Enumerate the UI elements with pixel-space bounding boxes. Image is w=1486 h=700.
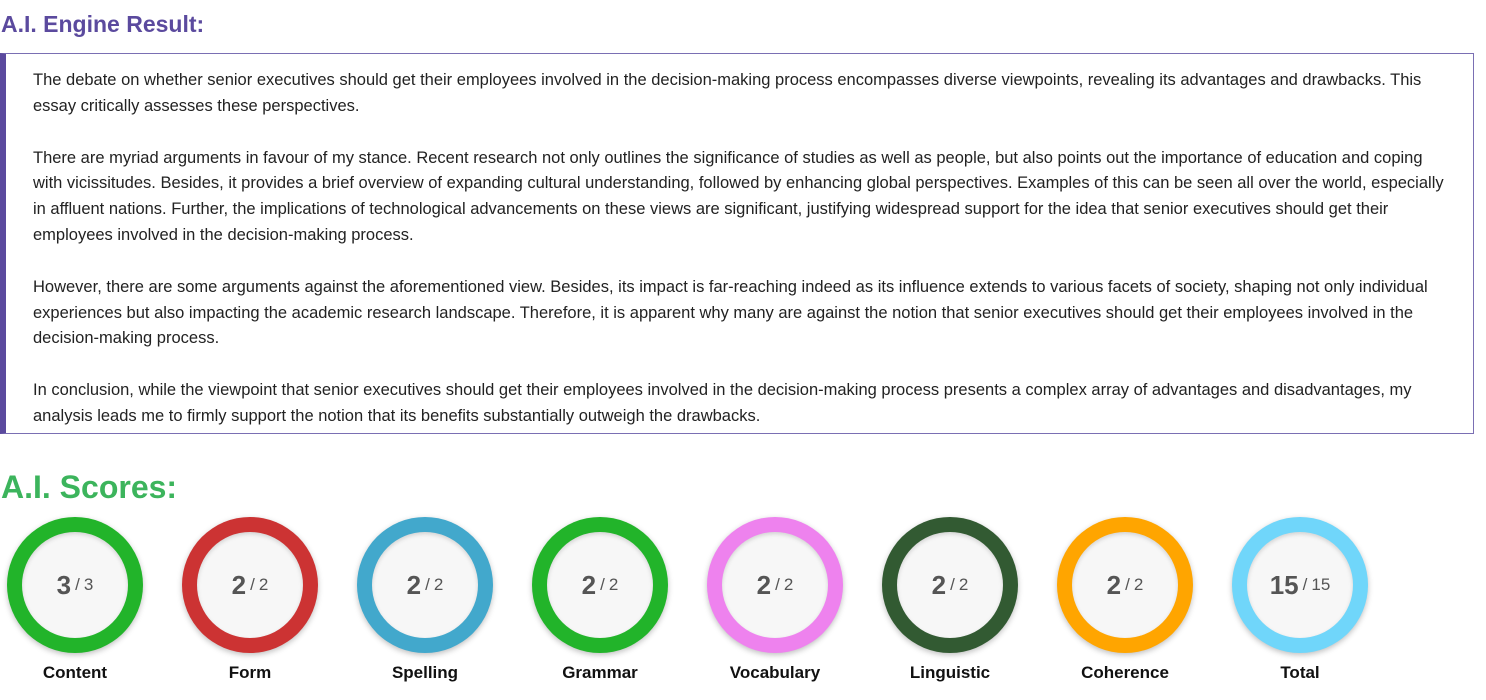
score-max: 3 — [83, 575, 94, 594]
score-separator: / — [1125, 575, 1130, 594]
score-separator: / — [250, 575, 255, 594]
score-separator: / — [600, 575, 605, 594]
score-label: Vocabulary — [729, 663, 821, 682]
score-separator: / — [950, 575, 955, 594]
score-max: 2 — [608, 575, 619, 594]
score-label: Coherence — [1081, 663, 1169, 682]
score-ring-inner: 3 / 3 — [22, 532, 128, 638]
score-value: 2 — [931, 569, 947, 600]
score-ring-inner: 2 / 2 — [897, 532, 1003, 638]
score-max: 2 — [258, 575, 269, 594]
score-max: 2 — [783, 575, 794, 594]
score-ring-inner: 2 / 2 — [372, 532, 478, 638]
score-max: 2 — [433, 575, 444, 594]
score-max: 2 — [958, 575, 969, 594]
score-label: Linguistic — [909, 663, 991, 682]
score-separator: / — [75, 575, 80, 594]
score-label: Form — [228, 663, 272, 682]
score-label: Total — [1280, 663, 1320, 682]
essay-paragraph: The debate on whether senior executives … — [33, 71, 1422, 115]
score-max: 15 — [1311, 575, 1331, 594]
score-value: 2 — [756, 569, 772, 600]
score-ring: 3 / 3 — [7, 517, 143, 653]
score-separator: / — [775, 575, 780, 594]
score-value: 2 — [231, 569, 247, 600]
score-ring-inner: 2 / 2 — [197, 532, 303, 638]
score-label: Content — [42, 663, 108, 682]
essay-paragraph: In conclusion, while the viewpoint that … — [33, 381, 1412, 425]
score-ring: 2 / 2 — [357, 517, 493, 653]
ai-engine-result-heading: A.I. Engine Result: — [1, 11, 205, 37]
essay-paragraph: There are myriad arguments in favour of … — [33, 148, 1444, 244]
score-ring: 2 / 2 — [707, 517, 843, 653]
essay-paragraph: However, there are some arguments agains… — [33, 277, 1428, 348]
score-label: Grammar — [562, 663, 638, 682]
score-ring: 15 / 15 — [1232, 517, 1368, 653]
score-label: Spelling — [391, 663, 459, 682]
score-value: 3 — [56, 569, 72, 600]
score-max: 2 — [1133, 575, 1144, 594]
score-value: 2 — [406, 569, 422, 600]
score-ring: 2 / 2 — [532, 517, 668, 653]
score-ring-inner: 2 / 2 — [547, 532, 653, 638]
score-ring: 2 / 2 — [182, 517, 318, 653]
score-ring: 2 / 2 — [1057, 517, 1193, 653]
score-ring-inner: 2 / 2 — [722, 532, 828, 638]
score-value: 2 — [1106, 569, 1122, 600]
score-ring-inner: 2 / 2 — [1072, 532, 1178, 638]
ai-scores-heading: A.I. Scores: — [1, 469, 178, 505]
essay-result-box: The debate on whether senior executives … — [0, 53, 1474, 434]
score-ring: 2 / 2 — [882, 517, 1018, 653]
score-separator: / — [1302, 575, 1308, 594]
score-value: 15 — [1269, 569, 1299, 600]
score-ring-inner: 15 / 15 — [1247, 532, 1353, 638]
score-separator: / — [425, 575, 430, 594]
score-value: 2 — [581, 569, 597, 600]
